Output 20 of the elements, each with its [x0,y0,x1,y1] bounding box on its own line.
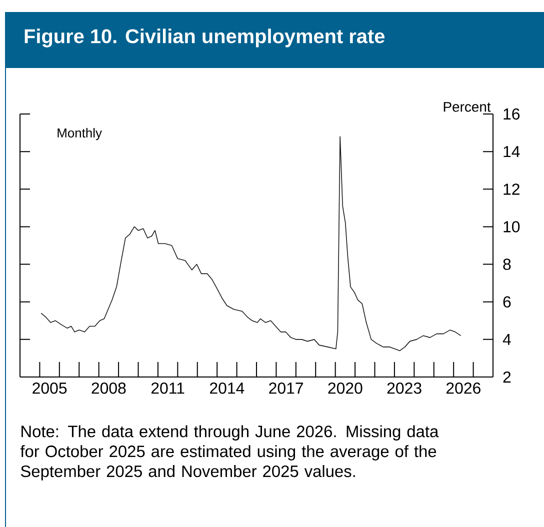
y-axis-title: Percent [444,102,491,112]
x-tick-label: 2005 [32,382,67,394]
x-tick-label: 2023 [387,382,422,394]
y-tick-label: 6 [503,296,511,308]
y-tick-label: 10 [504,221,520,232]
x-tick-label: 2008 [92,382,126,394]
annotation: Monthly [58,128,102,140]
x-tick-label: 2020 [328,382,362,394]
y-tick-label: 8 [503,258,511,270]
y-tick-label: 2 [503,371,511,383]
y-tick-label: 14 [504,146,520,158]
x-tick-label: 2026 [446,382,480,394]
x-tick-label: 2011 [151,382,184,394]
chart-title: Figure 10. Civilian unemployment rate [24,28,385,48]
y-tick-label: 4 [502,334,511,345]
y-tick-label: 16 [504,108,520,120]
y-tick-label: 12 [504,184,520,195]
x-tick-label: 2014 [210,382,244,394]
x-tick-label: 2017 [269,382,303,394]
text: Note: The data extend through June 2026. Missing data for October 2025 are estimated using the average of the September 2025 and November 2025 values. [20,425,439,480]
